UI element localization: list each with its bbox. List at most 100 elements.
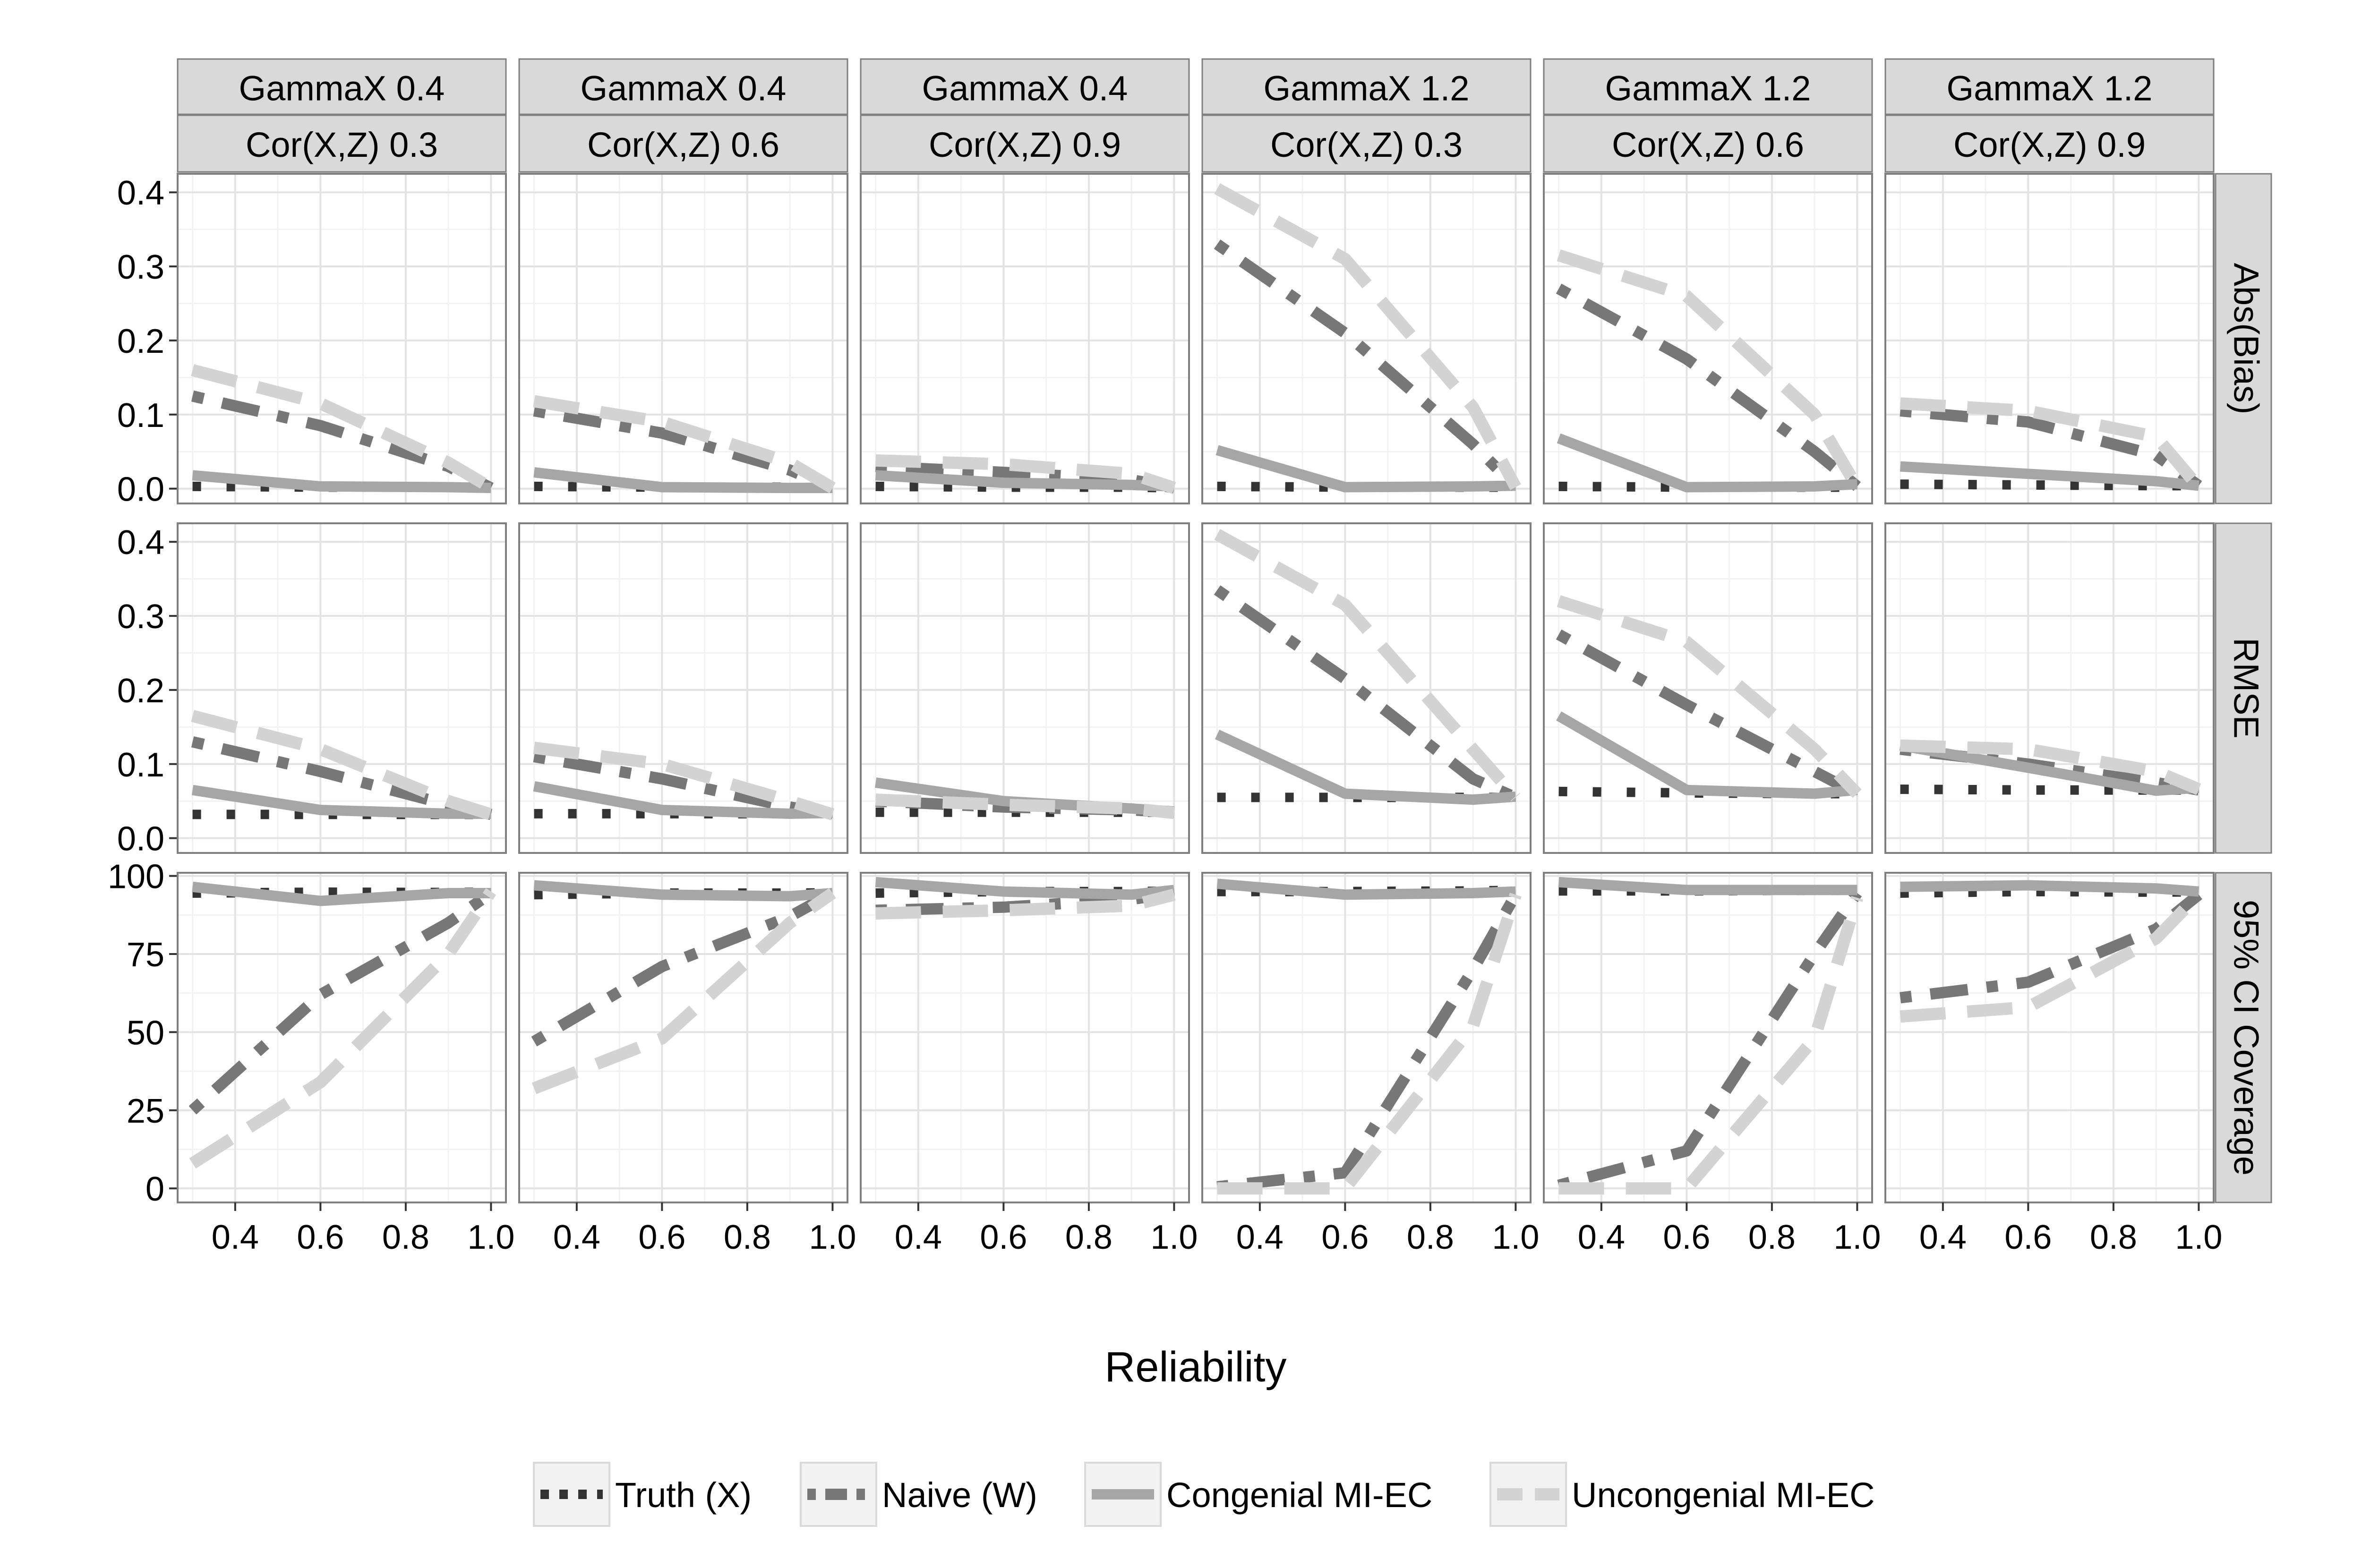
facet-panel [177,872,507,1203]
y-tick-label: 0.1 [117,397,164,435]
series-line [192,470,491,494]
legend-key [533,1462,610,1527]
series-line [1214,183,1521,490]
series-line [533,880,833,902]
panel-border [1201,173,1532,504]
panel-border [518,872,848,1203]
facet-column-strip: GammaX 1.2 Cor(X,Z) 0.9 [1884,58,2215,173]
series-line [1556,283,1861,491]
strip-label-correlation: Cor(X,Z) 0.9 [1953,125,2146,164]
y-tick-label: 100 [108,858,164,896]
facet-column-strip: GammaX 1.2 Cor(X,Z) 0.3 [1201,58,1532,173]
panel-border [177,173,507,504]
series-line [1217,893,1522,1195]
legend-item: Naive (W) [800,1462,1037,1527]
facet-column-strip: GammaX 0.4 Cor(X,Z) 0.3 [177,58,507,173]
panel-border [177,872,507,1203]
strip-label-correlation: Cor(X,Z) 0.3 [1270,125,1463,164]
x-tick-label: 0.6 [297,1219,344,1256]
series-line [1900,405,2202,491]
legend-label: Congenial MI-EC [1166,1475,1432,1515]
series-line [189,888,496,1169]
strip-background [860,58,1190,115]
series-line [191,364,495,494]
series-line [533,467,833,494]
strip-background [1201,114,1532,173]
strip-label-correlation: Cor(X,Z) 0.6 [1612,125,1804,164]
x-tick-label: 1.0 [467,1219,514,1256]
panel-border [177,522,507,854]
series-line [1557,890,1862,1191]
facet-panel [1201,173,1532,504]
panel-border [860,173,1190,504]
series-line [1215,730,1516,805]
strip-label-gammax: GammaX 0.4 [922,69,1128,108]
row-strip-label: 95% CI Coverage [2226,900,2266,1176]
series-line [875,460,1175,494]
x-tick-label: 0.6 [1663,1219,1710,1256]
panel-background [861,174,1189,503]
series-line [1557,433,1857,493]
series-line [1900,739,2201,795]
series-line [1214,529,1521,802]
legend-item: Uncongenial MI-EC [1489,1462,1875,1527]
facet-panel [177,522,507,854]
facet-panel [1201,872,1532,1203]
x-tick-label: 0.4 [1236,1219,1284,1256]
series-line [875,888,1176,920]
series-line [191,736,493,820]
x-tick-label: 1.0 [809,1219,856,1256]
legend-item: Congenial MI-EC [1084,1462,1432,1527]
facet-row-strip: Abs(Bias) [2215,173,2272,504]
legend-label: Naive (W) [882,1475,1037,1515]
x-tick-label: 0.6 [1321,1219,1369,1256]
strip-label-gammax: GammaX 0.4 [581,69,787,108]
y-tick-label: 0.3 [117,598,164,636]
facet-panel [1884,872,2215,1203]
series-line [533,741,835,820]
series-line [875,793,1175,819]
series-line [875,795,1175,818]
facet-panel [177,173,507,504]
series-line [1900,461,2199,491]
x-tick-label: 0.6 [980,1219,1027,1256]
strip-background [1543,58,1873,115]
strip-background [177,114,507,173]
x-tick-label: 0.4 [895,1219,942,1256]
x-tick-label: 0.8 [1407,1219,1454,1256]
x-tick-label: 1.0 [2175,1219,2222,1256]
x-tick-label: 0.8 [2090,1219,2137,1256]
series-line [1557,595,1862,798]
x-tick-label: 1.0 [1833,1219,1881,1256]
series-line [1556,629,1860,799]
panel-border [860,522,1190,854]
strip-background [518,58,848,115]
y-tick-label: 0.4 [117,524,164,562]
series-line [1899,740,2199,796]
panel-border [860,872,1190,1203]
x-tick-label: 0.8 [724,1219,771,1256]
row-strip-label: Abs(Bias) [2226,263,2266,415]
facet-row-strip: RMSE [2215,522,2272,854]
strip-label-gammax: GammaX 1.2 [1264,69,1470,108]
y-tick-label: 0.0 [117,820,164,858]
x-tick-label: 0.4 [212,1219,259,1256]
strip-background [1543,114,1873,173]
series-line [1556,711,1858,799]
y-tick-label: 25 [127,1092,164,1130]
panel-background [519,873,847,1202]
strip-background [1201,58,1532,115]
strip-background [2215,522,2272,854]
x-tick-label: 0.4 [553,1219,600,1256]
series-line [191,710,493,820]
panel-background [178,873,506,1202]
panel-background [1202,873,1531,1202]
series-line [1214,585,1518,803]
facet-panel [518,173,848,504]
strip-background [1884,114,2215,173]
facet-panel [1543,173,1873,504]
facet-panel [860,872,1190,1203]
strip-background [1884,58,2215,115]
facet-panel [518,522,848,854]
